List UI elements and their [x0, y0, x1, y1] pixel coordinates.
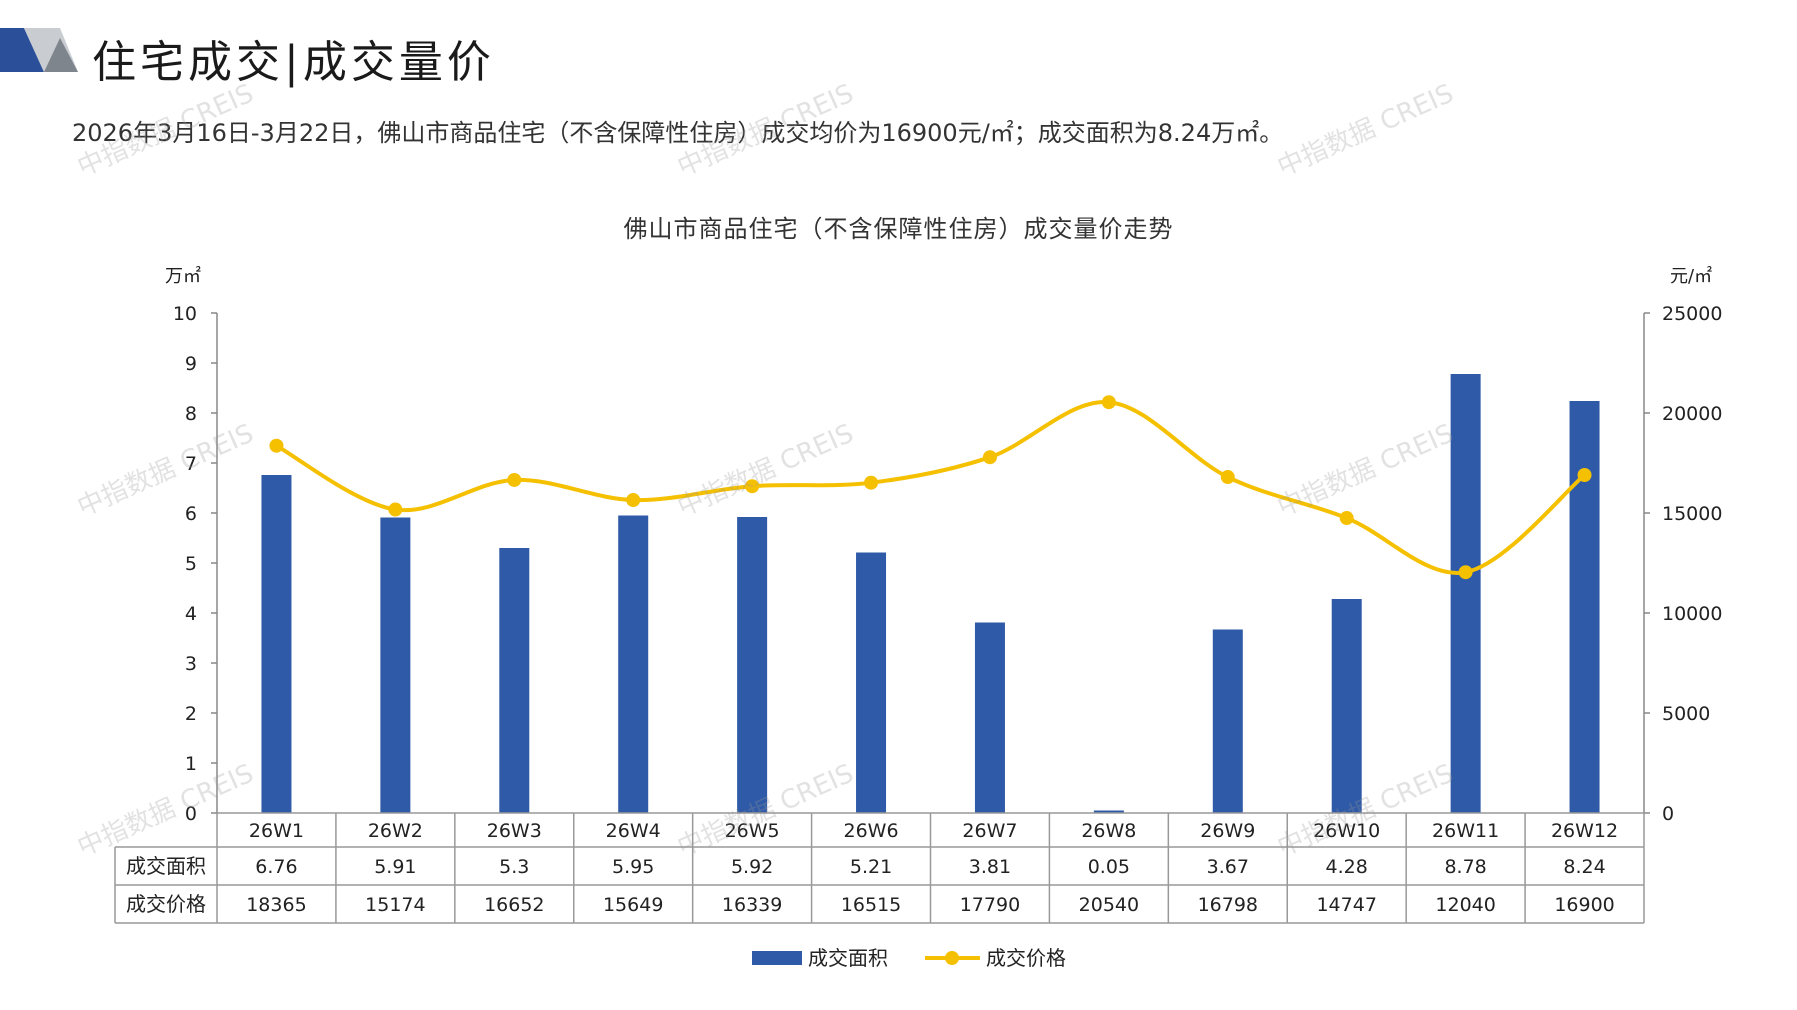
right-tick-label: 0 — [1662, 803, 1674, 825]
price-value: 16652 — [484, 894, 544, 916]
category-label: 26W8 — [1081, 820, 1136, 842]
summary-text: 2026年3月16日-3月22日，佛山市商品住宅（不含保障性住房）成交均价为16… — [72, 119, 1284, 147]
area-value: 8.78 — [1444, 856, 1486, 878]
bar — [974, 622, 1005, 813]
price-point — [1101, 395, 1116, 410]
price-value: 12040 — [1435, 894, 1495, 916]
legend-line-label: 成交价格 — [986, 946, 1066, 970]
price-value: 14747 — [1316, 894, 1376, 916]
right-tick-label: 15000 — [1662, 503, 1722, 525]
bar — [618, 515, 649, 813]
bar — [1569, 401, 1600, 813]
price-value: 17790 — [960, 894, 1020, 916]
category-label: 26W1 — [249, 820, 304, 842]
area-value: 5.92 — [731, 856, 773, 878]
left-tick-label: 4 — [185, 603, 197, 625]
area-value: 5.95 — [612, 856, 654, 878]
area-value: 0.05 — [1088, 856, 1130, 878]
price-point — [982, 450, 997, 465]
price-value: 16515 — [841, 894, 901, 916]
category-label: 26W2 — [368, 820, 423, 842]
bar — [856, 552, 887, 813]
left-tick-label: 10 — [173, 303, 197, 325]
bar — [261, 475, 292, 813]
right-tick-label: 25000 — [1662, 303, 1722, 325]
area-value: 3.81 — [969, 856, 1011, 878]
left-tick-label: 3 — [185, 653, 197, 675]
category-label: 26W3 — [487, 820, 542, 842]
left-tick-label: 9 — [185, 353, 197, 375]
category-label: 26W4 — [606, 820, 661, 842]
price-value: 15649 — [603, 894, 663, 916]
area-value: 4.28 — [1326, 856, 1368, 878]
price-point — [745, 479, 760, 494]
price-value: 16900 — [1554, 894, 1614, 916]
area-value: 5.91 — [374, 856, 416, 878]
legend-bar-label: 成交面积 — [808, 946, 888, 970]
legend-bar-swatch — [752, 951, 802, 965]
price-point — [1220, 470, 1235, 485]
bar — [1212, 629, 1243, 813]
right-tick-label: 5000 — [1662, 703, 1710, 725]
price-point — [388, 502, 403, 517]
right-tick-label: 20000 — [1662, 403, 1722, 425]
category-label: 26W5 — [725, 820, 780, 842]
area-value: 5.3 — [499, 856, 529, 878]
price-value: 20540 — [1079, 894, 1139, 916]
category-label: 26W12 — [1551, 820, 1618, 842]
bar — [737, 517, 768, 813]
price-value: 18365 — [246, 894, 306, 916]
category-label: 26W9 — [1200, 820, 1255, 842]
price-point — [269, 438, 284, 453]
price-value: 15174 — [365, 894, 425, 916]
category-label: 26W11 — [1432, 820, 1499, 842]
left-tick-label: 0 — [185, 803, 197, 825]
page-header: 住宅成交|成交量价 — [0, 18, 1000, 88]
left-tick-label: 2 — [185, 703, 197, 725]
category-label: 26W7 — [962, 820, 1017, 842]
row-header-price: 成交价格 — [126, 892, 206, 916]
price-line — [275, 400, 1586, 575]
bar — [1450, 374, 1481, 813]
legend-line-marker — [945, 951, 959, 965]
price-point — [1458, 565, 1473, 580]
row-header-area: 成交面积 — [126, 854, 206, 878]
price-value: 16798 — [1198, 894, 1258, 916]
category-label: 26W6 — [844, 820, 899, 842]
bar — [1093, 810, 1124, 813]
price-value: 16339 — [722, 894, 782, 916]
left-tick-label: 6 — [185, 503, 197, 525]
chart-title: 佛山市商品住宅（不含保障性住房）成交量价走势 — [623, 215, 1174, 243]
brand-logo-icon — [0, 28, 78, 72]
bar — [499, 548, 530, 813]
left-axis-unit: 万㎡ — [165, 265, 201, 287]
page-title: 住宅成交|成交量价 — [92, 37, 495, 88]
price-point — [626, 493, 641, 508]
area-value: 3.67 — [1207, 856, 1249, 878]
right-axis-unit: 元/㎡ — [1670, 265, 1712, 287]
right-tick-label: 10000 — [1662, 603, 1722, 625]
price-point — [864, 475, 879, 490]
left-tick-label: 5 — [185, 553, 197, 575]
left-tick-label: 8 — [185, 403, 197, 425]
area-value: 5.21 — [850, 856, 892, 878]
bar — [1331, 599, 1362, 813]
category-label: 26W10 — [1313, 820, 1380, 842]
area-value: 8.24 — [1563, 856, 1605, 878]
bar — [380, 517, 411, 813]
left-tick-label: 1 — [185, 753, 197, 775]
left-tick-label: 7 — [185, 453, 197, 475]
area-value: 6.76 — [255, 856, 297, 878]
price-point — [507, 472, 522, 487]
price-point — [1577, 468, 1592, 482]
price-point — [1339, 511, 1354, 526]
